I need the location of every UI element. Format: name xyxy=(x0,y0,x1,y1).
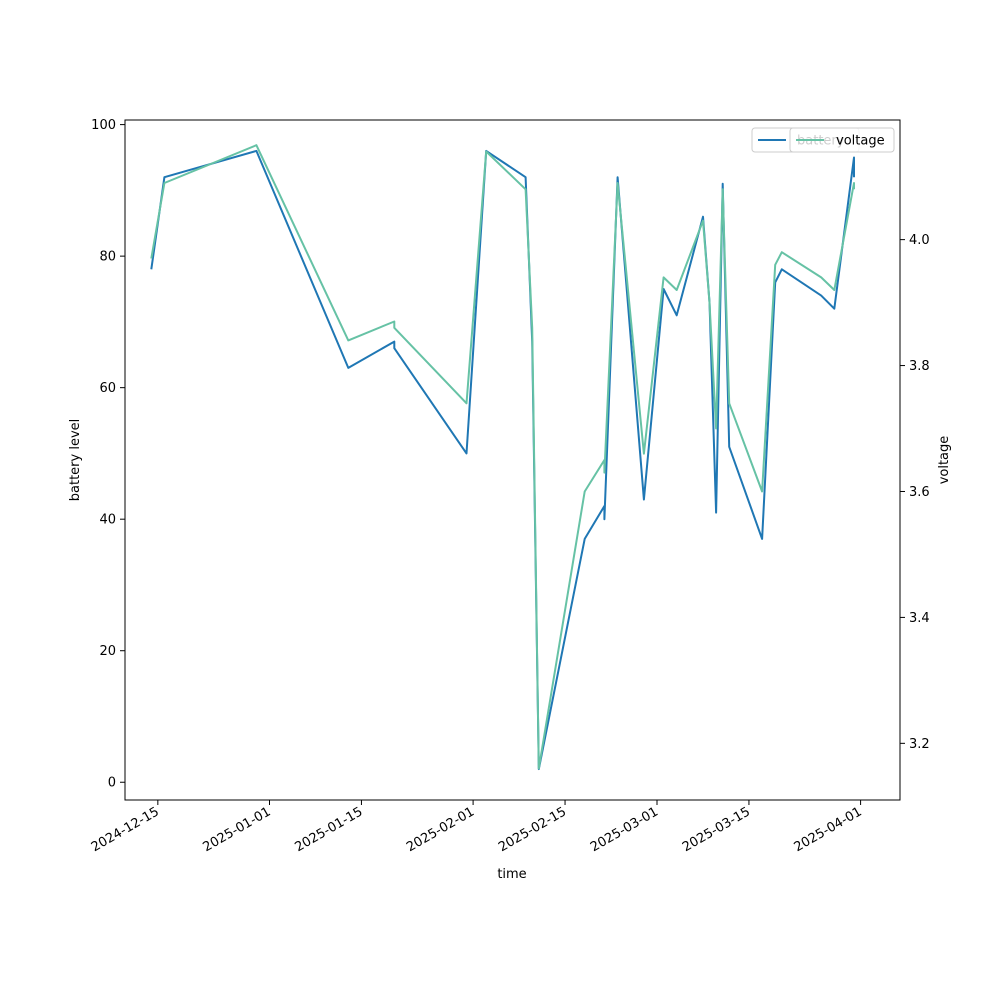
y2-tick-label: 3.8 xyxy=(909,359,930,374)
legend-label-voltage: voltage xyxy=(836,134,885,149)
y-axis-left: 0 20 40 60 80 100 xyxy=(91,118,125,791)
y-axis-label: battery level xyxy=(68,419,83,502)
y-tick-label: 100 xyxy=(91,118,116,133)
y2-tick-label: 4.0 xyxy=(909,233,930,248)
plot-area xyxy=(150,144,855,771)
series-line-battery xyxy=(150,149,855,771)
y-tick-label: 20 xyxy=(99,644,116,659)
series-line-voltage xyxy=(150,144,855,770)
y2-tick-label: 3.4 xyxy=(909,611,930,626)
x-axis-label: time xyxy=(497,867,526,882)
y-tick-label: 40 xyxy=(99,513,116,528)
axes-frame xyxy=(124,119,901,801)
y-tick-label: 60 xyxy=(99,381,116,396)
y2-axis-label: voltage xyxy=(937,436,952,485)
legend-box xyxy=(789,127,895,153)
y2-tick-label: 3.6 xyxy=(909,485,930,500)
y-tick-label: 0 xyxy=(108,776,116,791)
legend-voltage: voltage xyxy=(789,127,895,153)
y2-tick-label: 3.2 xyxy=(909,737,930,752)
y-axis-right: 3.2 3.4 3.6 3.8 4.0 xyxy=(900,233,930,752)
y-tick-label: 80 xyxy=(99,250,116,265)
